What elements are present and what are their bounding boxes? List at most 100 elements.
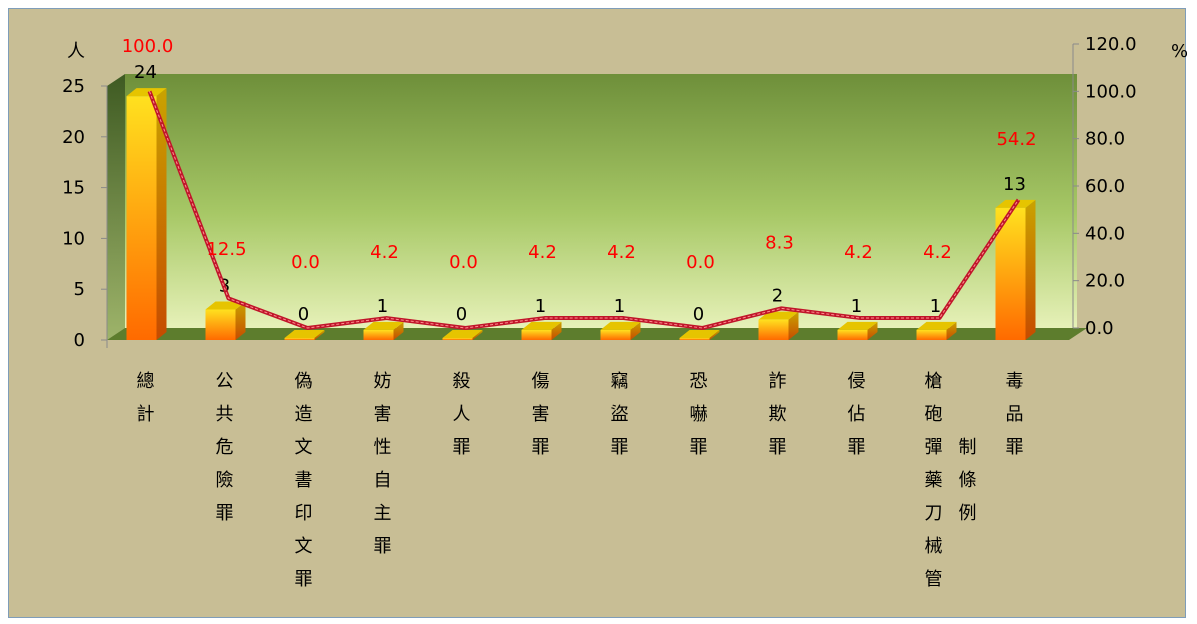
percent-value-label: 4.2 bbox=[370, 242, 399, 263]
left-axis-tick-label: 10 bbox=[62, 228, 85, 249]
percent-value-label: 0.0 bbox=[291, 252, 320, 273]
percent-line-highlight bbox=[149, 91, 1019, 329]
bar bbox=[126, 88, 167, 340]
category-char: 害 bbox=[532, 404, 550, 425]
bar-front bbox=[126, 96, 157, 340]
category-char: 罪 bbox=[453, 437, 471, 458]
category-label: 傷害罪 bbox=[532, 371, 550, 458]
bar-top bbox=[442, 330, 483, 338]
bar bbox=[995, 199, 1036, 340]
bar bbox=[916, 321, 957, 340]
bar-side bbox=[235, 301, 246, 340]
bar-side bbox=[393, 321, 404, 340]
category-char: 罪 bbox=[216, 503, 234, 524]
right-axis-tick-label: 60.0 bbox=[1085, 176, 1125, 197]
category-char: 主 bbox=[374, 503, 392, 524]
category-char: 恐 bbox=[690, 371, 708, 392]
bar-top bbox=[758, 311, 799, 320]
bar-front bbox=[916, 329, 947, 340]
bar-side bbox=[709, 330, 720, 340]
bar-value-label: 0 bbox=[456, 304, 467, 325]
category-char: 嚇 bbox=[690, 404, 708, 425]
percent-value-label: 4.2 bbox=[528, 242, 557, 263]
category-char: 妨 bbox=[374, 371, 392, 392]
bar-front bbox=[758, 319, 789, 340]
right-axis-tick-label: 100.0 bbox=[1085, 81, 1137, 102]
left-axis-tick-label: 0 bbox=[74, 330, 85, 351]
bar-side bbox=[472, 330, 483, 340]
bar-value-label: 2 bbox=[772, 286, 783, 307]
bar-side bbox=[867, 321, 878, 340]
bar-front bbox=[442, 338, 473, 340]
bar-value-label: 13 bbox=[1003, 174, 1026, 195]
bar-value-label: 1 bbox=[377, 296, 388, 317]
category-label: 恐嚇罪 bbox=[690, 371, 708, 458]
category-char: 盜 bbox=[611, 404, 629, 425]
category-char: 危 bbox=[216, 437, 234, 458]
bar-value-label: 1 bbox=[930, 296, 941, 317]
bar-value-label: 0 bbox=[693, 304, 704, 325]
left-axis: 0 5 10 15 20 25 bbox=[62, 76, 108, 351]
percent-value-label: 54.2 bbox=[996, 129, 1036, 150]
bar bbox=[679, 330, 720, 340]
category-char: 罪 bbox=[848, 437, 866, 458]
category-label: 竊盜罪 bbox=[611, 371, 629, 458]
percent-value-label: 0.0 bbox=[449, 252, 478, 273]
category-char: 共 bbox=[216, 404, 234, 425]
bar-front bbox=[600, 329, 631, 340]
category-char: 竊 bbox=[611, 371, 629, 392]
bar-top bbox=[284, 330, 325, 338]
category-char: 造 bbox=[295, 404, 313, 425]
category-char: 彈 bbox=[925, 437, 943, 458]
category-char: 性 bbox=[374, 437, 392, 458]
bar bbox=[205, 301, 246, 340]
right-axis-tick-label: 20.0 bbox=[1085, 271, 1125, 292]
bar-front bbox=[837, 329, 868, 340]
category-char: 自 bbox=[374, 470, 392, 491]
bar-side bbox=[551, 321, 562, 340]
category-char: 傷 bbox=[532, 371, 550, 392]
percent-value-label: 100.0 bbox=[122, 36, 174, 57]
category-char: 例 bbox=[959, 503, 977, 524]
category-char: 藥 bbox=[925, 470, 943, 491]
bar-series bbox=[126, 88, 1036, 340]
category-char: 殺 bbox=[453, 371, 471, 392]
bar-front bbox=[521, 329, 552, 340]
category-char: 佔 bbox=[848, 404, 866, 425]
category-char: 罪 bbox=[295, 569, 313, 590]
back-wall bbox=[125, 74, 1077, 328]
category-label: 詐欺罪 bbox=[769, 371, 787, 458]
category-char: 書 bbox=[295, 470, 313, 491]
percent-value-label: 4.2 bbox=[844, 242, 873, 263]
bar bbox=[758, 311, 799, 340]
left-axis-tick-label: 5 bbox=[74, 279, 85, 300]
bar bbox=[521, 321, 562, 340]
bar bbox=[284, 330, 325, 340]
bar-value-label: 0 bbox=[298, 304, 309, 325]
category-char: 制 bbox=[959, 437, 977, 458]
category-char: 侵 bbox=[848, 371, 866, 392]
category-char: 險 bbox=[216, 470, 234, 491]
category-label: 毒品罪 bbox=[1006, 371, 1024, 458]
percent-value-label: 8.3 bbox=[765, 232, 794, 253]
category-labels: 總計公共危險罪偽造文書印文罪妨害性自主罪殺人罪傷害罪竊盜罪恐嚇罪詐欺罪侵佔罪槍砲… bbox=[137, 371, 1024, 590]
bar-front bbox=[363, 329, 394, 340]
left-axis-tick-label: 20 bbox=[62, 127, 85, 148]
category-char: 文 bbox=[295, 536, 313, 557]
category-char: 刀 bbox=[925, 503, 943, 524]
bar-side bbox=[788, 311, 799, 340]
bar-front bbox=[205, 309, 236, 340]
bar-side bbox=[946, 321, 957, 340]
side-wall bbox=[107, 74, 125, 340]
left-axis-unit: 人 bbox=[67, 41, 85, 62]
percent-value-label: 4.2 bbox=[923, 242, 952, 263]
bar-front bbox=[284, 338, 315, 340]
bar-value-label: 24 bbox=[134, 62, 157, 83]
bar-value-label: 1 bbox=[535, 296, 546, 317]
category-char: 毒 bbox=[1006, 371, 1024, 392]
category-char: 械 bbox=[925, 536, 943, 557]
percent-line-series bbox=[147, 90, 1021, 330]
category-char: 害 bbox=[374, 404, 392, 425]
right-axis-tick-label: 40.0 bbox=[1085, 223, 1125, 244]
